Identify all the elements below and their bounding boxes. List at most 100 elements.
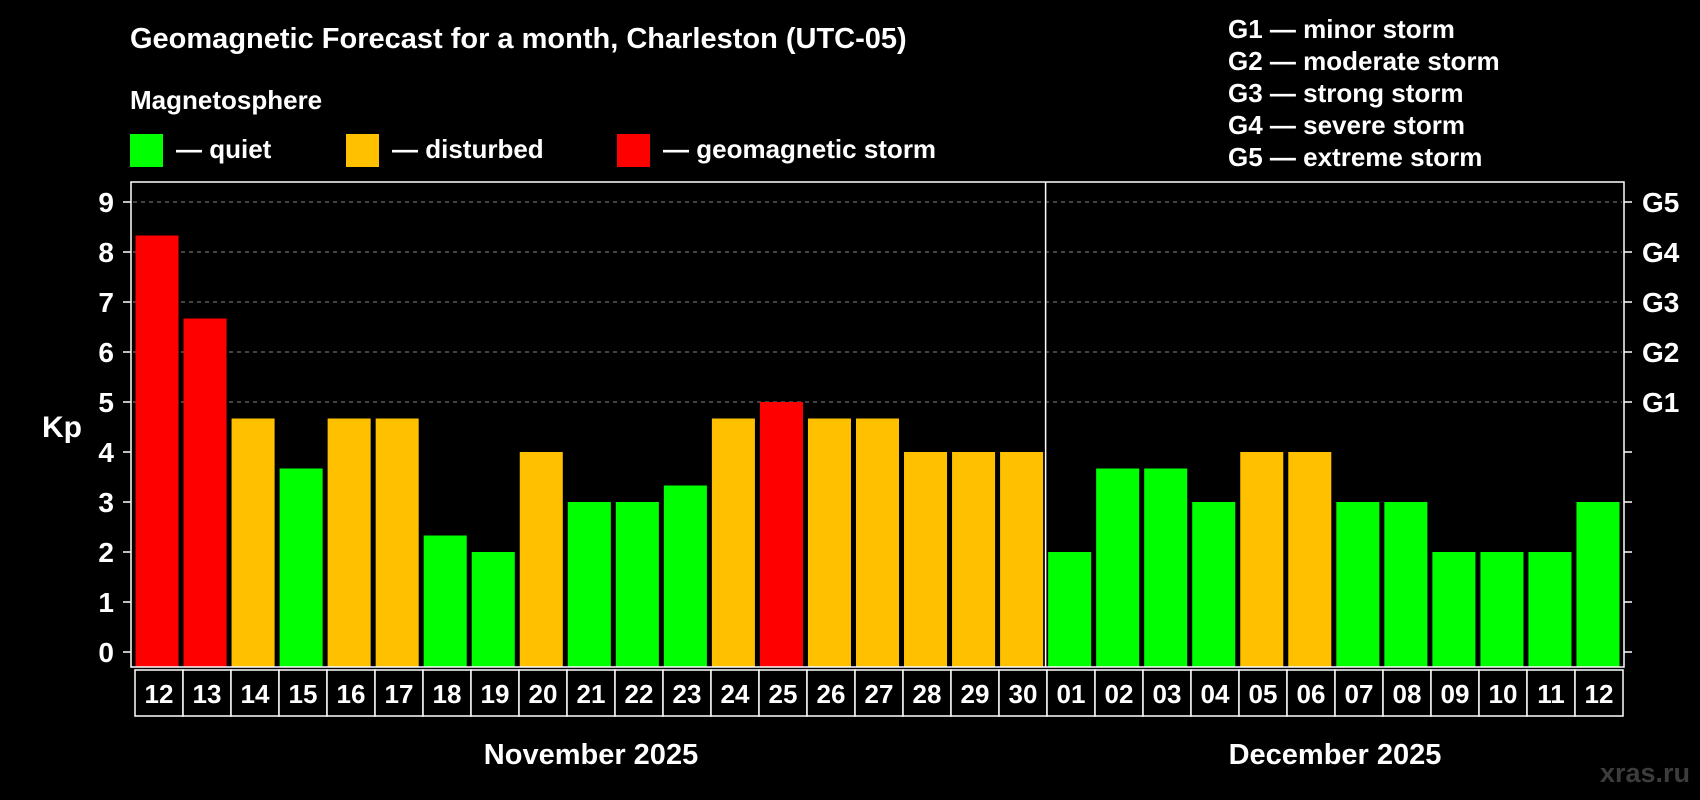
month-label-1: November 2025 (484, 739, 698, 771)
day-box-31 (1574, 669, 1624, 717)
bars (135, 235, 1620, 667)
day-label-9: 20 (529, 679, 558, 709)
g-label-g5: G5 (1642, 187, 1679, 218)
y-axis-label: Kp (42, 411, 82, 444)
storm-key-g4: G4 — severe storm (1228, 110, 1465, 140)
x-axis-day-labels: 12 13 14 15 16 17 18 19 20 21 22 23 24 25 26 27 28 29 30 01… (134, 669, 1624, 717)
g-label-g3: G3 (1642, 287, 1679, 318)
day-box-9 (518, 669, 568, 717)
day-label-15: 26 (817, 679, 846, 709)
month-label-2: December 2025 (1229, 739, 1442, 771)
day-box-2 (182, 669, 232, 717)
bar-20 (1048, 552, 1092, 667)
day-box-13 (710, 669, 760, 717)
day-label-29: 10 (1489, 679, 1518, 709)
bar-23 (1192, 502, 1236, 667)
bar-21 (1096, 468, 1140, 667)
g-label-g4: G4 (1642, 237, 1680, 268)
day-box-15 (806, 669, 856, 717)
bar-17 (904, 452, 948, 667)
day-label-10: 21 (577, 679, 606, 709)
bar-25 (1288, 452, 1332, 667)
bar-24 (1240, 452, 1284, 667)
bar-28 (1432, 552, 1476, 667)
bar-14 (759, 402, 803, 667)
bar-11 (615, 502, 659, 667)
day-label-21: 02 (1105, 679, 1134, 709)
bar-31 (1576, 502, 1620, 667)
day-box-20 (1046, 669, 1096, 717)
day-box-17 (902, 669, 952, 717)
day-box-16 (854, 669, 904, 717)
day-label-24: 05 (1249, 679, 1278, 709)
bar-5 (327, 418, 371, 667)
bar-26 (1336, 502, 1380, 667)
day-box-27 (1382, 669, 1432, 717)
day-box-21 (1094, 669, 1144, 717)
ytick-label-4: 4 (98, 437, 114, 468)
day-label-7: 18 (433, 679, 462, 709)
day-label-1: 12 (145, 679, 174, 709)
day-box-14 (758, 669, 808, 717)
day-label-25: 06 (1297, 679, 1326, 709)
day-label-20: 01 (1057, 679, 1086, 709)
g-label-g1: G1 (1642, 387, 1679, 418)
bar-10 (567, 502, 611, 667)
day-label-16: 27 (865, 679, 894, 709)
day-box-26 (1334, 669, 1384, 717)
storm-key-g1: G1 — minor storm (1228, 14, 1455, 44)
bar-8 (471, 552, 515, 667)
day-label-28: 09 (1441, 679, 1470, 709)
axes (130, 181, 1625, 668)
day-label-4: 15 (289, 679, 318, 709)
ytick-label-6: 6 (98, 337, 114, 368)
day-label-22: 03 (1153, 679, 1182, 709)
y-axis-ticks: 0 1 2 3 4 5 6 7 8 9 (98, 187, 1632, 668)
bar-18 (952, 452, 996, 667)
ytick-label-8: 8 (98, 237, 114, 268)
day-box-6 (374, 669, 424, 717)
day-label-13: 24 (721, 679, 750, 709)
ytick-label-5: 5 (98, 387, 114, 418)
bar-22 (1144, 468, 1188, 667)
legend-label-quiet: — quiet (176, 134, 272, 164)
day-box-7 (422, 669, 472, 717)
g-label-g2: G2 (1642, 337, 1679, 368)
legend: — quiet — disturbed — geomagnetic storm (130, 134, 936, 167)
day-label-14: 25 (769, 679, 798, 709)
storm-key-g3: G3 — strong storm (1228, 78, 1463, 108)
day-label-5: 16 (337, 679, 366, 709)
right-axis-storm-labels: G1 G2 G3 G4 G5 (1642, 187, 1680, 418)
legend-label-disturbed: — disturbed (392, 134, 544, 164)
bar-27 (1384, 502, 1428, 667)
bar-1 (135, 235, 179, 667)
day-box-4 (278, 669, 328, 717)
bar-3 (231, 418, 275, 667)
day-label-18: 29 (961, 679, 990, 709)
bar-16 (855, 418, 900, 667)
ytick-label-3: 3 (98, 487, 114, 518)
bar-15 (807, 418, 851, 667)
legend-label-storm: — geomagnetic storm (663, 134, 936, 164)
legend-title: Magnetosphere (130, 85, 322, 115)
bar-4 (279, 468, 323, 667)
day-box-23 (1190, 669, 1240, 717)
grid-lines (133, 201, 1622, 403)
legend-swatch-disturbed (346, 134, 379, 167)
day-label-26: 07 (1345, 679, 1374, 709)
bar-13 (711, 418, 755, 667)
storm-key-g2: G2 — moderate storm (1228, 46, 1500, 76)
day-label-23: 04 (1201, 679, 1230, 709)
day-label-8: 19 (481, 679, 510, 709)
legend-swatch-storm (617, 134, 650, 167)
day-label-12: 23 (673, 679, 702, 709)
bar-7 (423, 535, 467, 667)
bar-12 (663, 485, 707, 667)
ytick-label-9: 9 (98, 187, 114, 218)
ytick-label-7: 7 (98, 287, 114, 318)
day-label-27: 08 (1393, 679, 1422, 709)
day-label-3: 14 (241, 679, 270, 709)
bar-9 (519, 452, 563, 667)
day-box-12 (662, 669, 712, 717)
